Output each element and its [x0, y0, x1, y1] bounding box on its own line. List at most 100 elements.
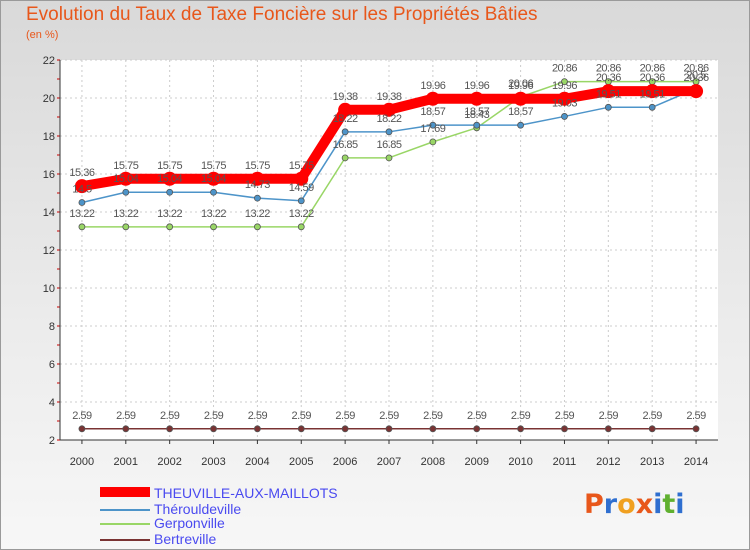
data-point-therouldeville — [297, 197, 305, 205]
data-label-gerponville: 17.69 — [420, 123, 445, 135]
logo-letter: i — [653, 489, 663, 520]
data-point-theuville — [250, 171, 265, 186]
data-point-gerponville — [78, 223, 86, 231]
legend-swatch-therouldeville — [100, 509, 150, 511]
data-label-gerponville: 13.22 — [201, 208, 226, 220]
legend-swatch-bertreville — [100, 539, 150, 541]
data-point-gerponville — [253, 223, 261, 231]
legend-label-therouldeville: Thérouldeville — [154, 501, 242, 517]
data-label-therouldeville: 19.03 — [552, 97, 577, 109]
x-tick-label: 2002 — [157, 456, 181, 468]
data-label-theuville: 20.36 — [640, 72, 665, 84]
data-point-theuville — [557, 91, 572, 106]
logo-letter: i — [675, 489, 685, 520]
data-label-bertreville: 2.59 — [599, 410, 619, 422]
data-label-gerponville: 16.85 — [376, 139, 401, 151]
unit-label: (en %) — [26, 29, 59, 41]
data-label-bertreville: 2.59 — [423, 410, 443, 422]
data-label-bertreville: 2.59 — [686, 410, 706, 422]
data-point-therouldeville — [604, 103, 612, 111]
data-label-theuville: 15.75 — [113, 160, 138, 172]
data-point-gerponville — [297, 223, 305, 231]
logo-letter: P — [584, 489, 604, 520]
data-label-bertreville: 2.59 — [642, 410, 662, 422]
data-point-therouldeville — [210, 188, 217, 196]
data-point-theuville — [469, 91, 484, 106]
x-tick-label: 2004 — [245, 456, 269, 468]
data-point-bertreville — [253, 425, 261, 433]
data-label-bertreville: 2.59 — [511, 410, 531, 422]
x-tick-label: 2013 — [640, 456, 664, 468]
x-tick-label: 2014 — [684, 456, 708, 468]
data-point-therouldeville — [253, 194, 261, 202]
data-label-gerponville: 20.06 — [508, 78, 533, 90]
data-point-therouldeville — [429, 121, 437, 129]
data-label-bertreville: 2.59 — [116, 410, 136, 422]
data-point-bertreville — [78, 425, 86, 433]
data-point-bertreville — [561, 425, 568, 433]
data-point-bertreville — [122, 425, 130, 433]
data-label-therouldeville: 14.5 — [72, 184, 92, 196]
data-point-bertreville — [604, 425, 612, 433]
x-tick-label: 2009 — [464, 456, 488, 468]
data-label-bertreville: 2.59 — [160, 410, 180, 422]
data-point-therouldeville — [166, 188, 174, 196]
data-label-gerponville: 13.22 — [69, 208, 94, 220]
data-label-gerponville: 13.22 — [113, 208, 138, 220]
legend-swatch-gerponville — [100, 523, 150, 525]
x-tick-label: 2012 — [596, 456, 620, 468]
data-label-bertreville: 2.59 — [467, 410, 487, 422]
data-label-bertreville: 2.59 — [379, 410, 399, 422]
data-label-gerponville: 20.86 — [684, 63, 709, 75]
data-label-gerponville: 13.22 — [157, 208, 182, 220]
data-label-theuville: 19.38 — [333, 91, 358, 103]
y-tick-label: 10 — [43, 283, 55, 295]
x-tick-label: 2011 — [553, 456, 577, 468]
data-point-theuville — [601, 84, 616, 99]
data-point-bertreville — [648, 425, 656, 433]
data-label-bertreville: 2.59 — [555, 410, 575, 422]
data-label-bertreville: 2.59 — [292, 410, 312, 422]
data-point-theuville — [74, 179, 89, 194]
x-tick-label: 2005 — [289, 456, 313, 468]
logo-letter: x — [635, 489, 654, 520]
x-tick-label: 2003 — [201, 456, 225, 468]
data-label-theuville: 15.75 — [201, 160, 226, 172]
data-point-theuville — [118, 171, 133, 186]
data-label-bertreville: 2.59 — [335, 410, 355, 422]
data-point-gerponville — [166, 223, 174, 231]
data-label-bertreville: 2.59 — [72, 410, 92, 422]
data-point-bertreville — [341, 425, 349, 433]
legend-swatch-theuville — [100, 487, 150, 497]
data-label-gerponville: 13.22 — [289, 208, 314, 220]
data-point-bertreville — [517, 425, 524, 433]
data-label-bertreville: 2.59 — [248, 410, 268, 422]
data-label-therouldeville: 15.04 — [201, 173, 226, 185]
data-point-theuville — [294, 171, 309, 186]
y-tick-label: 2 — [49, 435, 55, 447]
data-point-bertreville — [297, 425, 305, 433]
data-point-therouldeville — [341, 128, 349, 136]
data-point-theuville — [513, 91, 528, 106]
data-label-gerponville: 20.86 — [552, 63, 577, 75]
legend-label-theuville: THEUVILLE-AUX-MAILLOTS — [154, 485, 338, 501]
data-point-bertreville — [385, 425, 393, 433]
y-tick-label: 22 — [43, 55, 55, 67]
chart-title: Evolution du Taux de Taxe Foncière sur l… — [26, 4, 538, 25]
data-label-theuville: 19.96 — [464, 80, 489, 92]
logo-letter: t — [662, 489, 676, 520]
data-point-theuville — [206, 171, 221, 186]
data-label-therouldeville: 18.22 — [333, 113, 358, 125]
data-label-theuville: 15.75 — [289, 160, 314, 172]
x-tick-label: 2007 — [377, 456, 401, 468]
data-label-gerponville: 16.85 — [333, 139, 358, 151]
data-point-therouldeville — [78, 199, 86, 206]
data-label-theuville: 15.75 — [245, 160, 270, 172]
data-point-theuville — [425, 91, 440, 106]
y-tick-label: 8 — [49, 321, 55, 333]
data-label-therouldeville: 15.04 — [157, 173, 182, 185]
data-point-theuville — [382, 102, 396, 117]
data-point-therouldeville — [473, 121, 481, 129]
data-label-bertreville: 2.59 — [204, 410, 224, 422]
